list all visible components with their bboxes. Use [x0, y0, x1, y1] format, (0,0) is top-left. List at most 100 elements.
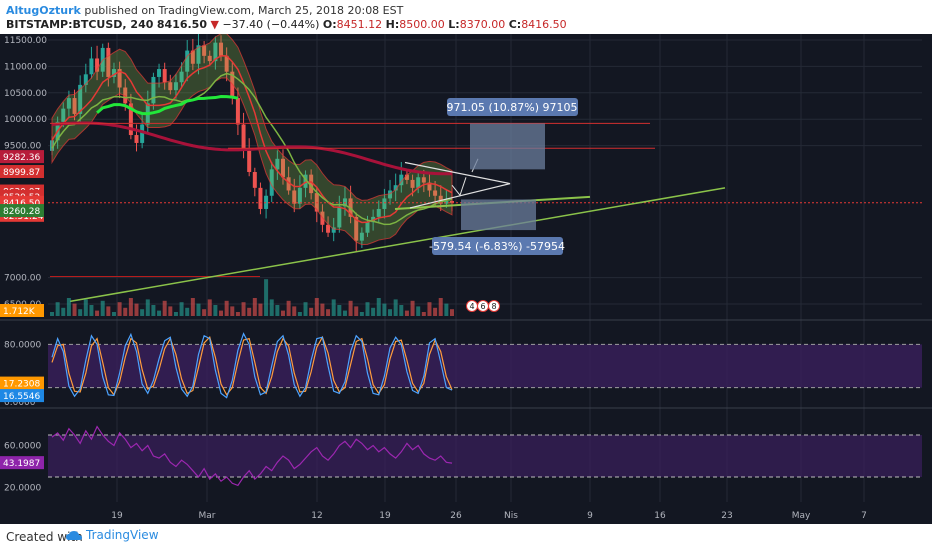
candle-body [61, 108, 66, 122]
volume-bar [207, 299, 212, 316]
measure-label-bg [432, 237, 563, 255]
author-link[interactable]: AltugOzturk [6, 4, 81, 17]
x-tick-label: 19 [111, 511, 123, 521]
published-text: published on TradingView.com, March 25, … [84, 4, 404, 17]
volume-bar [100, 300, 105, 316]
measure-label-down: -579.54 (-6.83%) -57954 [429, 240, 565, 253]
rsi-marker-label: 43.1987 [3, 459, 40, 469]
stochastic-marker [0, 376, 44, 390]
candle-body [326, 224, 331, 233]
y-tick-label: 80.0000 [4, 340, 41, 350]
high-label: H: [385, 18, 400, 31]
x-axis-bg [0, 504, 932, 524]
volume-bar [83, 299, 88, 316]
volume-bar [280, 310, 285, 316]
volume-bar [66, 298, 71, 316]
volume-bar [331, 299, 336, 316]
volume-bar [55, 302, 60, 316]
candle-body [128, 103, 133, 136]
x-tick-label: 9 [587, 511, 593, 521]
measure-box-down [461, 199, 536, 231]
volume-bar [145, 299, 150, 316]
candle-body [230, 71, 235, 99]
candle-body [410, 179, 415, 188]
rsi-marker [0, 456, 44, 470]
x-tick-label: 16 [654, 511, 666, 521]
x-tick-label: 12 [311, 511, 322, 521]
tradingview-brand[interactable]: TradingView [66, 528, 159, 542]
volume-bar [247, 307, 252, 316]
candle-body [179, 71, 184, 83]
candle-body [106, 47, 111, 77]
y-tick-label: 7000.00 [4, 274, 41, 284]
candle-body [393, 185, 398, 191]
price-marker [0, 165, 44, 179]
volume-bar [230, 306, 235, 316]
candle-body [66, 98, 71, 109]
volume-bar [376, 298, 381, 316]
zigzag-arrow [451, 177, 467, 197]
volume-bar [326, 309, 331, 316]
volume-bar [393, 299, 398, 316]
change-text: −37.40 (−0.44%) [222, 18, 320, 31]
volume-bar [252, 298, 257, 316]
footer: Created with TradingView [0, 524, 932, 550]
event-badge-label: 8 [491, 302, 496, 311]
stochastic-marker-label: 17.2308 [3, 380, 40, 390]
volume-bar [320, 303, 325, 316]
candle-body [286, 177, 291, 191]
candle-body [376, 208, 381, 217]
candle-body [202, 45, 207, 56]
trend-line [69, 187, 726, 303]
candle-body [241, 124, 246, 151]
open-label: O: [322, 18, 337, 31]
volume-bar [219, 310, 224, 316]
rsi-line [51, 425, 453, 487]
y-tick-label: 0.0000 [4, 398, 36, 408]
volume-bar [196, 303, 201, 316]
chart-area[interactable]: 11500.00 11000.00 10500.00 10000.00 9500.00 7… [0, 34, 932, 524]
price-marker-label: 1.712K [3, 307, 36, 317]
volume-bar [444, 303, 449, 316]
volume-bar [151, 305, 156, 316]
candle-body [365, 222, 370, 233]
volume-bar [433, 307, 438, 316]
volume-bar [404, 310, 409, 316]
candle-body [444, 201, 449, 204]
candle-body [224, 55, 229, 72]
candle-body [157, 69, 162, 77]
candle-body [297, 187, 302, 204]
volume-bar [269, 299, 274, 316]
volume-bar [416, 306, 421, 316]
stochastic-k-line [51, 332, 453, 399]
x-tick-label: 26 [450, 511, 462, 521]
high-value: 8500.00 [399, 18, 445, 31]
candle-body [173, 82, 178, 91]
moving-average-fast [51, 55, 453, 224]
candle-body [258, 187, 263, 209]
volume-bar [224, 300, 229, 316]
candle-body [134, 135, 139, 143]
volume-bar [95, 310, 100, 316]
volume-bar [388, 309, 393, 316]
volume-bar [162, 300, 167, 316]
volume-bar [128, 298, 133, 316]
chart-canvas[interactable]: 11500.00 11000.00 10500.00 10000.00 9500.00 7… [0, 34, 932, 524]
symbol-label: BITSTAMP:BTCUSD, 240 [6, 18, 154, 31]
price-marker-label: 9282.36 [3, 153, 40, 163]
y-tick-label: 9500.00 [4, 142, 41, 152]
y-tick-label: 11500.00 [4, 36, 47, 46]
volume-bar [258, 303, 263, 316]
volume-bar [342, 310, 347, 316]
bollinger-band [51, 34, 453, 246]
volume-bar [365, 302, 370, 316]
measure-label-up: 971.05 (10.87%) 97105 [446, 101, 577, 114]
low-value: 8370.00 [459, 18, 506, 31]
chart-header: AltugOzturk published on TradingView.com… [0, 0, 932, 34]
volume-bar [286, 300, 291, 316]
last-price: 8416.50 [156, 18, 207, 31]
candle-body [399, 174, 404, 186]
volume-bar [241, 302, 246, 316]
candle-body [438, 195, 443, 204]
volume-bar [89, 305, 94, 316]
